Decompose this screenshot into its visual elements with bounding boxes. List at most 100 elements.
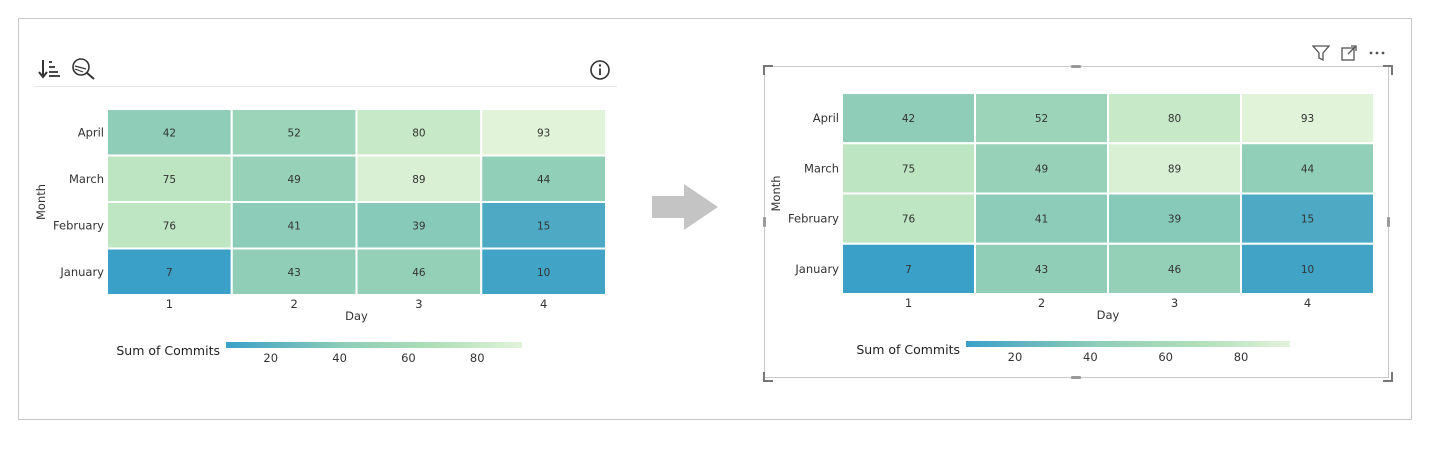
cell-value-label: 39 [412,220,425,232]
y-tick-label: January [794,262,839,276]
cell-value-label: 43 [287,267,300,279]
cell-value-label: 49 [287,174,300,186]
cell-value-label: 52 [287,127,300,139]
legend-tick-label: 40 [1083,350,1098,364]
toolbar-divider [34,86,617,87]
cell-value-label: 46 [1168,264,1182,276]
cell-value-label: 42 [902,113,915,125]
cell-value-label: 76 [163,220,177,232]
sort-descending-icon[interactable] [38,58,62,84]
y-tick-label: February [53,218,104,232]
resize-handle-bottom[interactable] [1071,376,1081,379]
cell-value-label: 76 [902,214,916,226]
x-tick-label: 3 [1171,296,1178,310]
cell-value-label: 7 [166,267,173,279]
focus-mode-icon[interactable] [71,57,97,85]
cell-value-label: 41 [1035,214,1048,226]
cell-value-label: 52 [1035,113,1048,125]
x-tick-label: 3 [415,297,422,311]
outer-frame [18,18,1412,420]
cell-value-label: 39 [1168,214,1181,226]
legend-color-bar [226,342,522,348]
legend-title: Sum of Commits [856,342,960,357]
heatmap-cell [841,142,976,195]
resize-handle-top[interactable] [1071,65,1081,68]
legend-tick-label: 80 [1234,350,1249,364]
heatmap-cell [1107,92,1242,145]
cell-value-label: 75 [163,174,176,186]
cell-value-label: 10 [537,267,550,279]
heatmap-cell [480,201,607,250]
y-tick-label: January [59,265,104,279]
resize-handle-right[interactable] [1387,217,1390,227]
cell-value-label: 42 [163,127,176,139]
heatmap-cell [1240,242,1375,295]
more-options-icon[interactable] [1368,44,1386,66]
cell-value-label: 89 [412,174,425,186]
heatmap-cell [841,192,976,245]
y-tick-label: March [69,172,104,186]
heatmap-cell [480,247,607,296]
heatmap-cell [1240,92,1375,145]
legend-tick-label: 40 [332,351,347,365]
x-axis-title: Day [345,309,368,323]
heatmap-cell [974,142,1109,195]
heatmap-cell [1107,242,1242,295]
heatmap-cell [355,201,483,250]
heatmap-cell [106,247,233,296]
legend-tick-label: 60 [1158,350,1173,364]
cell-value-label: 43 [1035,264,1048,276]
heatmap-cell [230,154,358,203]
resize-handle-bottom-right[interactable] [1383,372,1393,382]
heatmap-cell [230,201,358,250]
cell-value-label: 46 [412,267,426,279]
filter-icon[interactable] [1311,44,1331,66]
x-tick-label: 1 [905,296,912,310]
y-axis-title: Month [34,184,48,220]
x-tick-label: 1 [166,297,173,311]
y-tick-label: April [813,111,839,125]
resize-handle-top-left[interactable] [763,65,773,75]
x-tick-label: 2 [1038,296,1045,310]
heatmap-cell [355,154,483,203]
cell-value-label: 89 [1168,163,1181,175]
right-arrow-icon [652,184,718,234]
cell-value-label: 41 [287,220,300,232]
cell-value-label: 49 [1035,163,1048,175]
heatmap-cell [841,92,976,145]
x-axis-title: Day [1097,308,1120,322]
heatmap-cell [1107,192,1242,245]
cell-value-label: 10 [1301,264,1314,276]
x-tick-label: 4 [540,297,547,311]
legend-color-bar [966,341,1290,347]
heatmap-cell [355,247,483,296]
heatmap-cell [1240,192,1375,245]
resize-handle-top-right[interactable] [1383,65,1393,75]
heatmap-cell [841,242,976,295]
heatmap-cell [106,154,233,203]
y-tick-label: April [78,125,104,139]
y-axis-title: Month [769,175,783,211]
cell-value-label: 93 [1301,113,1314,125]
legend-tick-label: 60 [401,351,416,365]
cell-value-label: 15 [537,220,550,232]
legend-tick-label: 20 [263,351,278,365]
cell-value-label: 44 [1301,163,1315,175]
cell-value-label: 80 [1168,113,1181,125]
legend-tick-label: 80 [470,351,485,365]
x-tick-label: 2 [290,297,297,311]
info-icon[interactable] [589,59,611,85]
cell-value-label: 75 [902,163,915,175]
legend-tick-label: 20 [1008,350,1023,364]
resize-handle-bottom-left[interactable] [763,372,773,382]
cell-value-label: 7 [905,264,912,276]
expand-icon[interactable] [1340,44,1358,66]
cell-value-label: 93 [537,127,550,139]
resize-handle-left[interactable] [763,217,766,227]
heatmap-cell [480,108,607,157]
y-tick-label: March [804,161,839,175]
cell-value-label: 44 [537,174,551,186]
x-tick-label: 4 [1304,296,1311,310]
